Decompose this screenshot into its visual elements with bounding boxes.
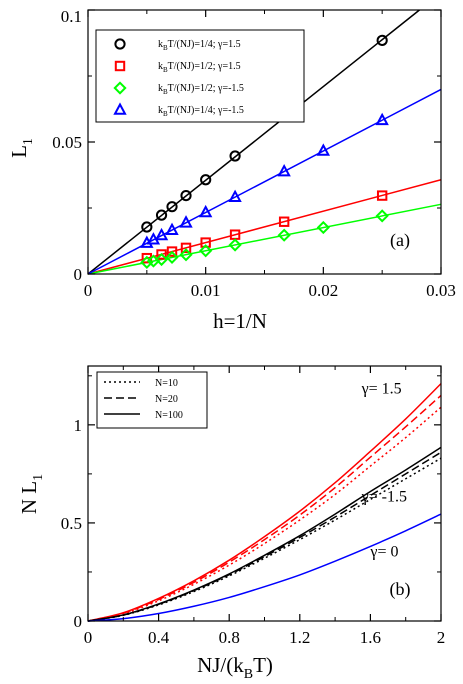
x-tick-label-a: 0.01 (191, 281, 221, 300)
data-point-diamond (154, 252, 169, 267)
data-point-diamond (316, 220, 330, 235)
annotation-1-5: γ= -1.5 (361, 488, 407, 505)
fit-line-triangle (87, 88, 442, 275)
data-point-diamond (179, 248, 193, 262)
x-tick-label-b: 2 (437, 628, 446, 647)
legend-marker-diamond (113, 81, 127, 95)
panel-label-b: (b) (390, 579, 411, 600)
legend-label-n-100: N=100 (155, 410, 183, 421)
data-point-triangle (375, 112, 389, 126)
curve-0-0 (87, 513, 442, 622)
legend-a: kBT/(NJ)=1/4; γ=1.5 kBT/(NJ)=1/2; γ=1.5 kB… (95, 29, 305, 123)
data-point-triangle (277, 163, 291, 177)
legend-label-diamond: kBT/(NJ)=1/2; γ=-1.5 (158, 83, 244, 96)
data-point-diamond (375, 209, 389, 223)
data-point-diamond (228, 238, 242, 252)
curve-1-5-n-10 (87, 406, 442, 622)
curve-1-5-n-10 (87, 457, 442, 622)
annotations-b: γ= 1.5 γ= -1.5 γ= 0 (361, 380, 407, 560)
legend-label-n-10: N=10 (155, 378, 178, 389)
panel-label-a: (a) (390, 230, 410, 251)
legend-box-b (96, 371, 208, 429)
fit-line-diamond (87, 203, 442, 275)
x-tick-label-b: 1.6 (360, 628, 381, 647)
data-point-square (180, 242, 192, 254)
svg-text:L1: L1 (7, 138, 36, 158)
x-axis-title-b: NJ/(kBT) (197, 653, 273, 682)
data-point-triangle (179, 215, 193, 228)
data-point-square (166, 246, 178, 257)
data-point-square (376, 190, 388, 201)
x-axis-title-a: h=1/N (213, 309, 267, 333)
data-point-circle (376, 34, 388, 46)
svg-text:NJ/(kBT): NJ/(kBT) (197, 653, 273, 682)
data-point-circle (229, 150, 241, 162)
panel-a: 0 0.01 0.02 0.03 0 0.05 0.1 h=1/N L1 kBT/(NJ)=… (7, 7, 456, 333)
curve-1-5-n-100 (87, 446, 442, 622)
data-point-circle (200, 174, 212, 186)
legend-label-square: kBT/(NJ)=1/2; γ=1.5 (158, 61, 241, 74)
data-point-circle (166, 201, 178, 213)
y-tick-label-b: 0 (74, 612, 83, 631)
ticks-b: 0 0.4 0.8 1.2 1.6 2 0 0.5 1 (61, 366, 446, 647)
data-point-triangle (228, 189, 242, 202)
data-point-triangle (154, 227, 169, 241)
panel-b: 0 0.4 0.8 1.2 1.6 200.51 NJ/(kBT) N L1 N=10N=… (17, 365, 446, 682)
y-axis-title-a: L1 (7, 138, 36, 158)
legend-marker-circle (114, 38, 126, 50)
curves (87, 383, 442, 622)
data-point-square (278, 216, 290, 227)
y-axis-title-b: N L1 (17, 474, 46, 514)
x-tick-label-a: 0.03 (426, 281, 456, 300)
data-point-diamond (199, 244, 213, 258)
x-tick-label-b: 0 (84, 628, 93, 647)
x-tick-label-a: 0 (84, 281, 93, 300)
x-tick-label-b: 0.8 (219, 628, 240, 647)
y-tick-label-b: 0.5 (61, 514, 82, 533)
ticks-a: 0 0.01 0.02 0.03 0 0.05 0.1 (52, 7, 456, 300)
legend-label-circle: kBT/(NJ)=1/4; γ=1.5 (158, 39, 241, 52)
legend-marker-triangle (113, 102, 127, 115)
x-tick-label-b: 0.4 (148, 628, 170, 647)
legend-label-triangle: kBT/(NJ)=1/4; γ=-1.5 (158, 105, 244, 118)
legend-box-a (95, 29, 305, 123)
annotation-1-5: γ= 1.5 (361, 380, 402, 397)
data-point-diamond (165, 250, 179, 264)
data-point-triangle (316, 143, 331, 156)
legend-label-n-20: N=20 (155, 394, 178, 405)
svg-text:N L1: N L1 (17, 474, 46, 514)
x-tick-label-b: 1.2 (289, 628, 310, 647)
data-point-circle (141, 221, 153, 233)
data-point-triangle (198, 204, 213, 218)
fit-line-square (87, 179, 442, 275)
data-point-circle (155, 209, 168, 221)
annotation-0: γ= 0 (369, 543, 398, 560)
data-point-diamond (277, 228, 291, 242)
legend-b: N=10 N=20 N=100 (96, 371, 208, 429)
y-tick-label-a: 0.1 (61, 7, 82, 26)
y-tick-label-a: 0 (74, 265, 83, 284)
data-point-triangle (165, 222, 179, 235)
data-point-circle (180, 189, 192, 202)
data-point-square (156, 249, 167, 260)
x-tick-label-a: 0.02 (308, 281, 338, 300)
y-tick-label-a: 0.05 (52, 133, 82, 152)
y-tick-label-b: 1 (74, 416, 83, 435)
curve-1-5-n-20 (87, 394, 442, 622)
legend-marker-square (114, 60, 126, 72)
data-point-diamond (140, 255, 154, 269)
